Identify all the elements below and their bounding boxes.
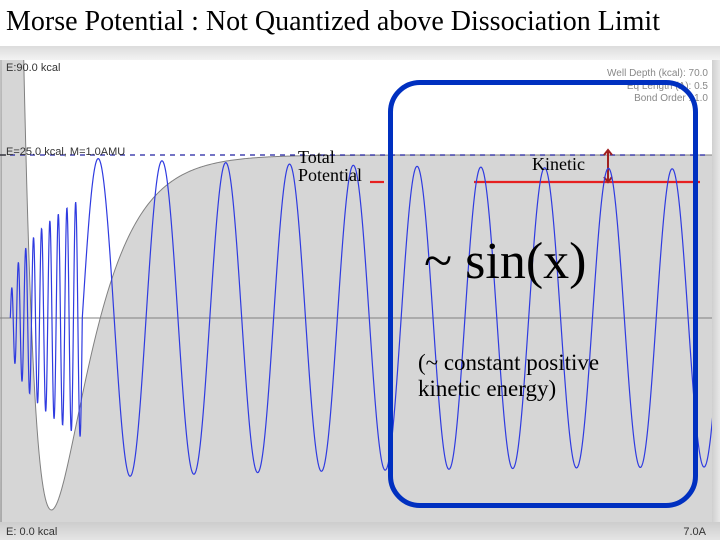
energy-mid-label: E=25.0 kcal, M=1.0AMU [6, 146, 125, 158]
page-title: Morse Potential : Not Quantized above Di… [6, 6, 660, 38]
param-well-depth: Well Depth (kcal): 70.0 [607, 68, 708, 81]
bottom-bevel [0, 522, 720, 540]
x-right-label: 7.0A [683, 526, 706, 538]
header-divider [0, 46, 720, 60]
right-bevel [712, 60, 720, 540]
page: Morse Potential : Not Quantized above Di… [0, 0, 720, 540]
energy-top-label: E:90.0 kcal [6, 62, 60, 74]
energy-bottom-label: E: 0.0 kcal [6, 526, 57, 538]
annotation-total-potential: TotalPotential [298, 148, 362, 184]
continuum-highlight-box [388, 80, 698, 508]
